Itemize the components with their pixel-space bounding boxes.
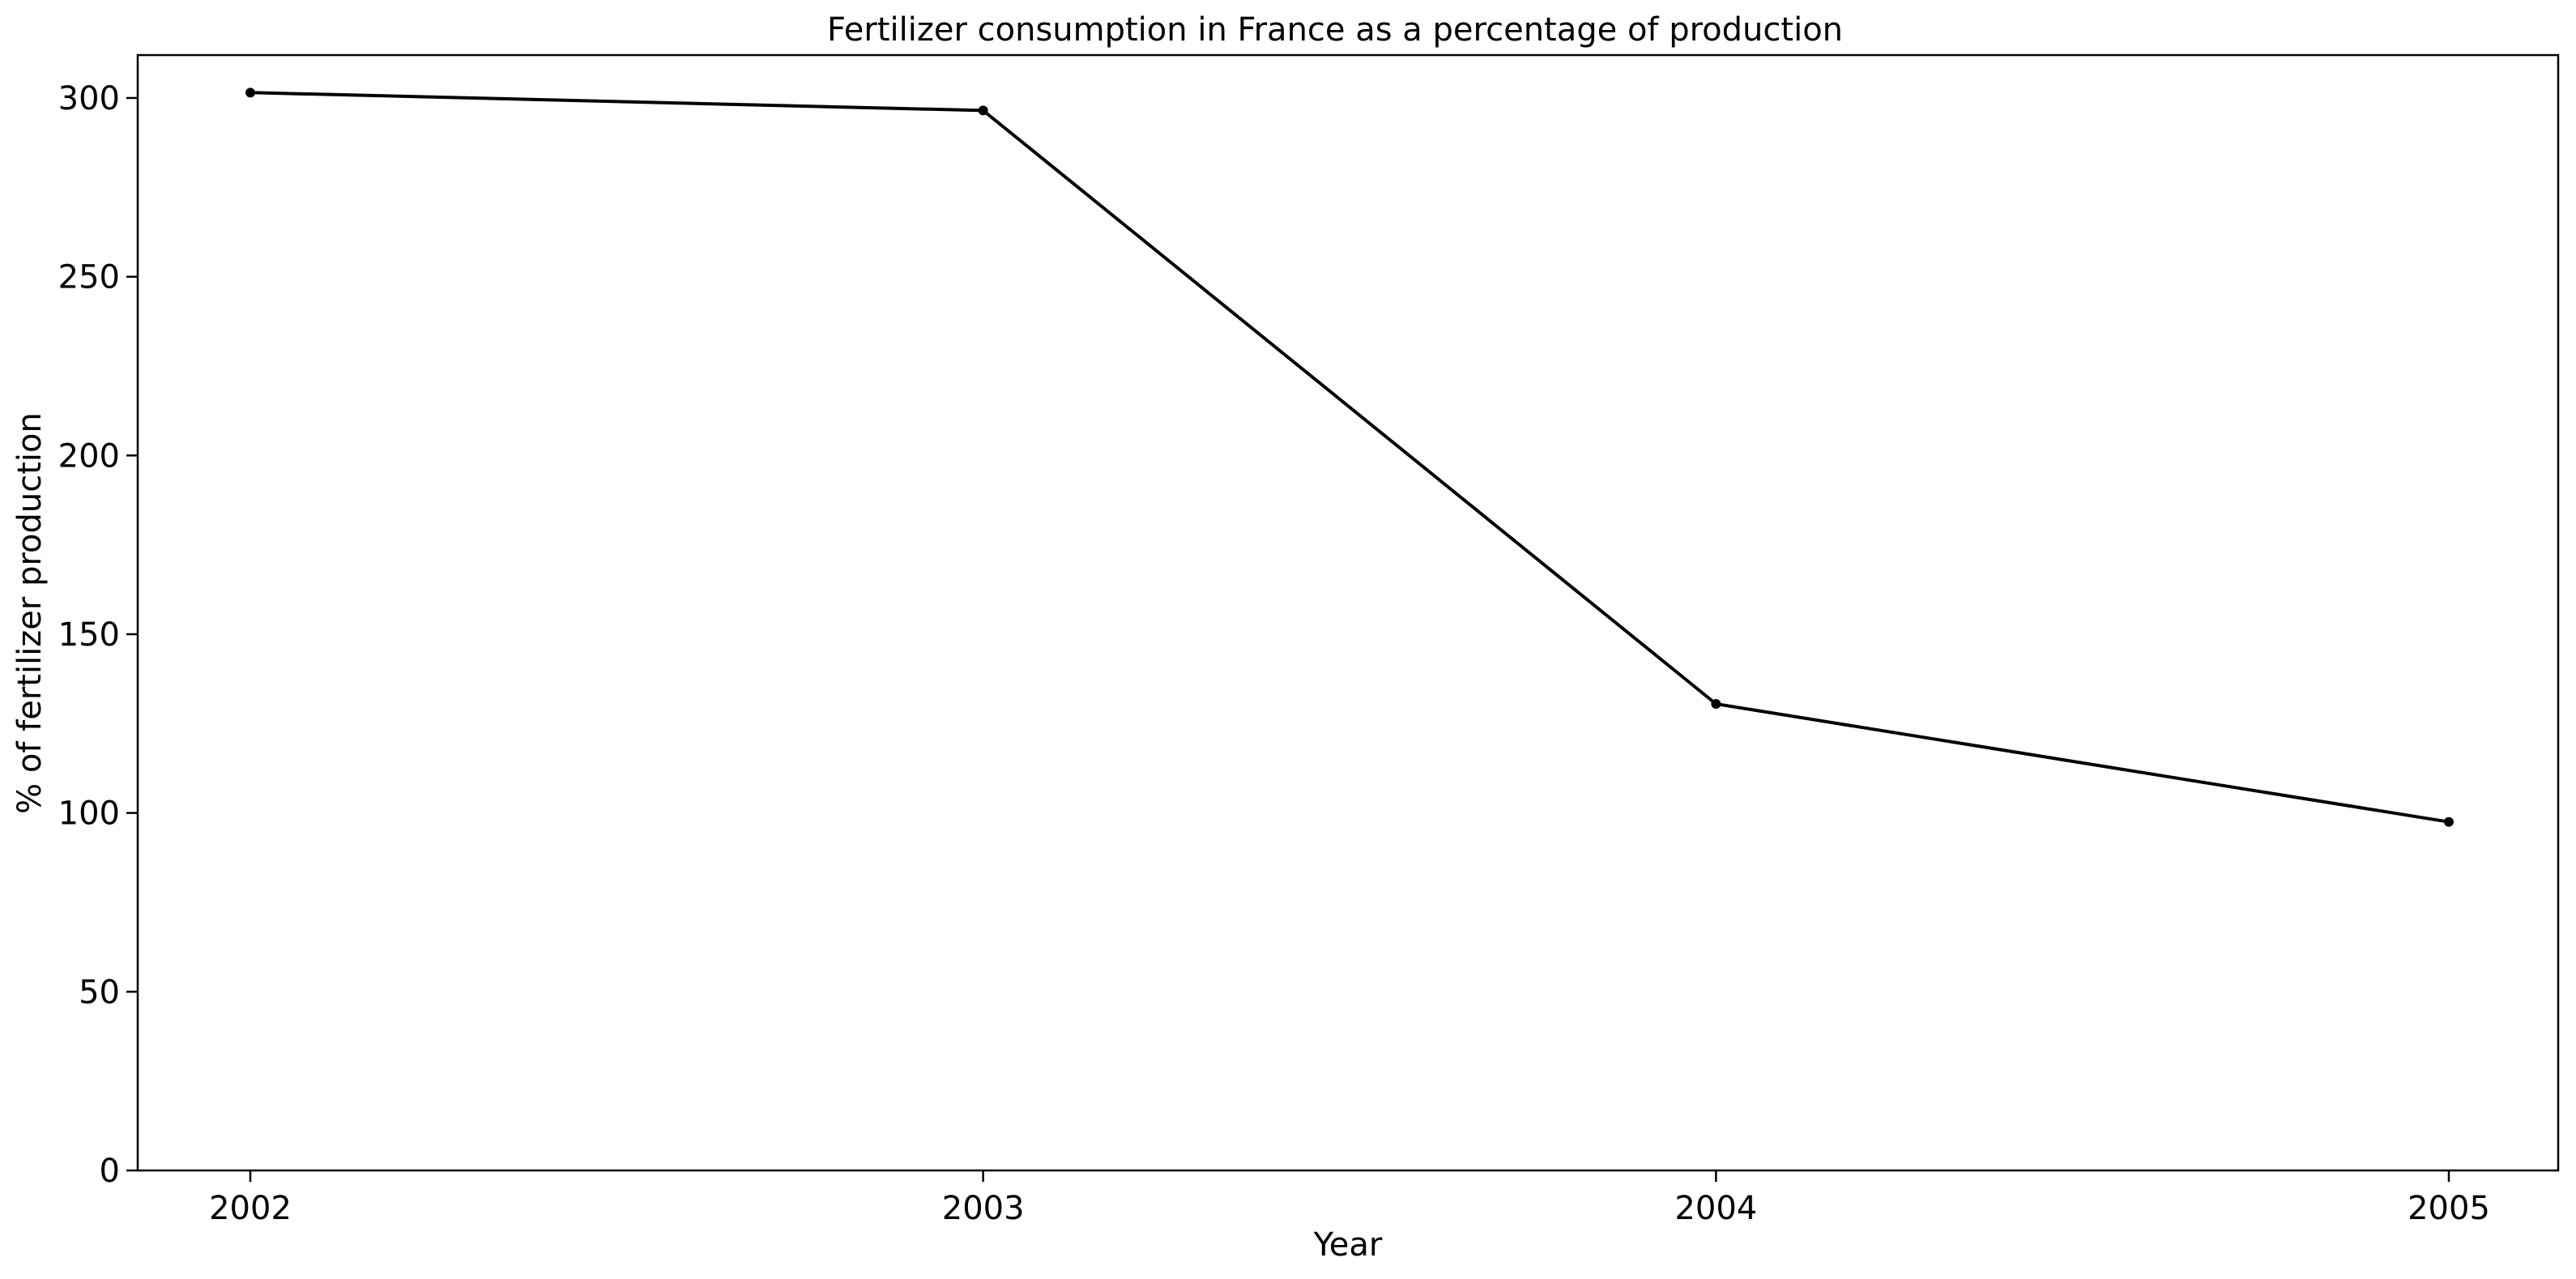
- series-layer: [245, 87, 2454, 827]
- series-line: [249, 91, 2450, 824]
- y-tick-label: 200: [58, 437, 120, 475]
- x-axis: 2002 2003 2004 2005: [209, 1170, 2490, 1227]
- y-tick-label: 300: [58, 80, 120, 117]
- x-tick-label: 2002: [209, 1190, 292, 1227]
- data-point: [2444, 816, 2454, 827]
- y-axis-label: % of fertilizer production: [11, 412, 49, 814]
- y-axis: 0 50 100 150 200 250 300: [58, 80, 138, 1190]
- y-tick-label: 0: [100, 1153, 120, 1190]
- data-point: [978, 105, 988, 116]
- y-tick-label: 250: [58, 259, 120, 296]
- y-tick-label: 50: [79, 974, 120, 1011]
- x-axis-label: Year: [1313, 1226, 1383, 1264]
- data-point: [1711, 699, 1721, 710]
- data-point: [245, 87, 255, 98]
- x-tick-label: 2005: [2408, 1190, 2490, 1227]
- plot-area-frame: [136, 53, 2560, 1172]
- chart-title: Fertilizer consumption in France as a pe…: [827, 11, 1843, 49]
- y-tick-label: 100: [58, 795, 120, 833]
- x-tick-label: 2003: [942, 1190, 1025, 1227]
- x-tick-label: 2004: [1674, 1190, 1757, 1227]
- y-tick-label: 150: [58, 616, 120, 654]
